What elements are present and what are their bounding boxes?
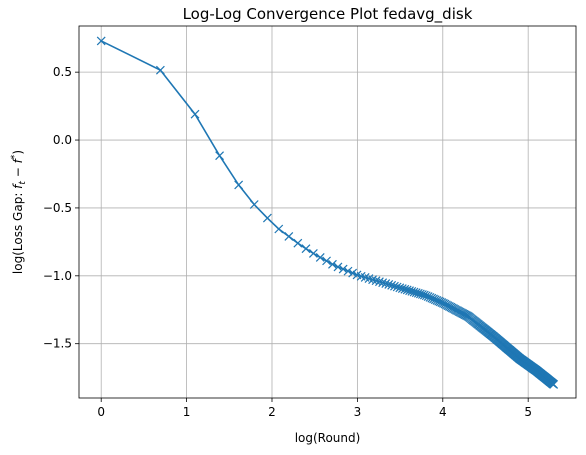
data-point-marker bbox=[262, 213, 272, 223]
data-point-marker bbox=[348, 268, 358, 278]
y-tick-label: 0.5 bbox=[53, 65, 72, 79]
data-point-marker bbox=[274, 224, 284, 234]
data-point-marker bbox=[190, 109, 200, 119]
data-point-marker bbox=[384, 280, 394, 289]
data-point-marker bbox=[284, 232, 294, 241]
data-point-marker bbox=[378, 278, 388, 288]
y-tick-label: −1.5 bbox=[43, 337, 72, 351]
data-point-marker bbox=[392, 282, 402, 292]
y-tick-label: 0.0 bbox=[53, 133, 72, 147]
x-tick-label: 5 bbox=[524, 405, 532, 419]
data-point-marker bbox=[234, 180, 244, 190]
data-point-marker bbox=[315, 253, 325, 262]
data-point-marker bbox=[155, 65, 165, 75]
x-axis-label: log(Round) bbox=[295, 431, 361, 445]
y-axis-ticks: −1.5 −1.0 −0.5 0.0 0.5 bbox=[43, 65, 79, 351]
data-point-marker bbox=[333, 262, 343, 272]
data-point-marker bbox=[322, 256, 331, 266]
data-point-marker bbox=[301, 244, 311, 254]
x-tick-label: 2 bbox=[268, 405, 276, 419]
x-tick-label: 4 bbox=[439, 405, 447, 419]
data-point-marker bbox=[395, 283, 405, 293]
data-point-marker bbox=[293, 238, 303, 248]
data-point-marker bbox=[249, 200, 259, 209]
data-point-marker bbox=[328, 259, 337, 269]
x-tick-label: 1 bbox=[183, 405, 191, 419]
y-tick-label: −0.5 bbox=[43, 201, 72, 215]
data-point-marker bbox=[308, 248, 318, 258]
data-point-marker bbox=[343, 266, 353, 276]
x-tick-label: 3 bbox=[354, 405, 362, 419]
y-axis-label: log(Loss Gap: ft − f*) bbox=[10, 150, 28, 274]
data-point-marker bbox=[549, 379, 559, 389]
plot-frame bbox=[78, 25, 577, 399]
data-point-marker bbox=[338, 264, 348, 274]
x-axis-ticks: 0 1 2 3 4 5 bbox=[97, 398, 532, 419]
data-point-marker bbox=[397, 284, 407, 293]
data-point-marker bbox=[371, 276, 381, 286]
chart-title: Log-Log Convergence Plot fedavg_disk bbox=[183, 5, 473, 24]
x-tick-label: 0 bbox=[97, 405, 105, 419]
y-tick-label: −1.0 bbox=[43, 269, 72, 283]
data-series bbox=[96, 36, 559, 389]
data-point-marker bbox=[215, 151, 225, 161]
data-point-marker bbox=[387, 280, 397, 290]
data-point-marker bbox=[96, 36, 106, 46]
data-point-marker bbox=[381, 279, 391, 289]
data-point-marker bbox=[375, 277, 384, 287]
data-point-marker bbox=[390, 281, 399, 291]
